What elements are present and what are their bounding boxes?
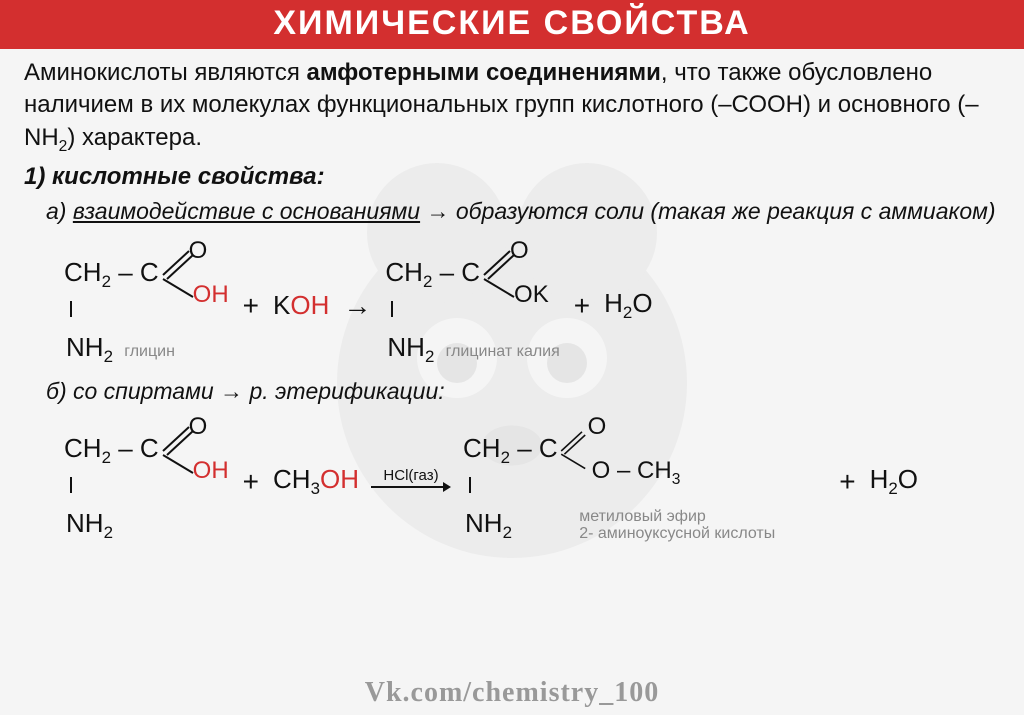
equation-1: CH2 – C O OH NH2 глицин + KOH → — [64, 245, 1000, 367]
h2o-2: H2O — [870, 464, 918, 499]
carboxyl-icon-3: O OH — [159, 421, 229, 481]
arrow-icon: → — [335, 290, 379, 322]
carboxyl-icon-2: O OK — [480, 245, 550, 305]
o-top-3: O — [189, 413, 208, 441]
sub-b: б) со спиртами → р. этерификации: — [46, 377, 1000, 407]
nh2-frag-2: NH2 глицинат калия — [387, 301, 559, 367]
intro-text-a: Аминокислоты являются — [24, 59, 306, 86]
plus-icon-3: + — [235, 466, 267, 498]
label-methyl-ester: метиловый эфир2- аминоуксусной кислоты — [579, 508, 775, 543]
o-top: O — [189, 237, 208, 265]
mol-glycine-2: CH2 – C O OH NH2 — [64, 421, 229, 543]
ch2-frag: CH2 – C — [64, 257, 159, 292]
section-1-title: 1) кислотные свойства: — [24, 163, 1000, 191]
koh: KOH — [273, 290, 329, 321]
och3-bottom: O – CH3 — [592, 457, 681, 489]
plus-icon-2: + — [566, 290, 598, 322]
intro-paragraph: Аминокислоты являются амфотерными соедин… — [24, 57, 1000, 157]
sub-a-underline: взаимодействие с основаниями — [73, 198, 420, 224]
sub-a-rest: → образуются соли (такая же реакция с ам… — [420, 198, 995, 224]
header-title: ХИМИЧЕСКИЕ СВОЙСТВА — [273, 4, 750, 42]
o-top-2: O — [510, 237, 529, 265]
sub-a: а) взаимодействие с основаниями → образу… — [46, 197, 1000, 227]
mol-glycine: CH2 – C O OH NH2 глицин — [64, 245, 229, 367]
equation-2: CH2 – C O OH NH2 + CH3OH HCl(газ) — [64, 421, 1000, 543]
oh-bottom-2: OH — [193, 457, 229, 485]
page-header: ХИМИЧЕСКИЕ СВОЙСТВА — [0, 0, 1024, 49]
ch2-frag-3: CH2 – C — [64, 433, 159, 468]
nh2-frag: NH2 глицин — [66, 301, 175, 367]
ok-bottom: OK — [514, 281, 549, 309]
intro-text-d: ) характера. — [67, 124, 202, 151]
footer-link[interactable]: Vk.com/chemistry_100 — [0, 677, 1024, 709]
o-top-4: O — [588, 413, 607, 441]
mol-k-glycinate: CH2 – C O OK NH2 глицинат калия — [385, 245, 559, 367]
ch3oh: CH3OH — [273, 464, 359, 499]
sub-a-prefix: а) — [46, 198, 73, 224]
oh-bottom: OH — [193, 281, 229, 309]
plus-icon-4: + — [831, 466, 863, 498]
intro-bold: амфотерными соединениями — [306, 59, 660, 86]
label-glycine: глицин — [124, 343, 175, 360]
carboxyl-icon: O OH — [159, 245, 229, 305]
label-k-glycinate: глицинат калия — [446, 343, 560, 360]
h2o: H2O — [604, 288, 652, 323]
arrow-hcl: HCl(газ) — [365, 467, 457, 496]
ch2-frag-2: CH2 – C — [385, 257, 480, 292]
plus-icon: + — [235, 290, 267, 322]
mol-methyl-ester: CH2 – C O O – CH3 NH2 метиловый эфир2- а… — [463, 421, 775, 543]
nh2-frag-3: NH2 — [66, 477, 113, 543]
ch2-frag-4: CH2 – C — [463, 433, 558, 468]
carboxyl-icon-4: O O – CH3 — [558, 421, 614, 481]
content-area: Аминокислоты являются амфотерными соедин… — [0, 49, 1024, 543]
